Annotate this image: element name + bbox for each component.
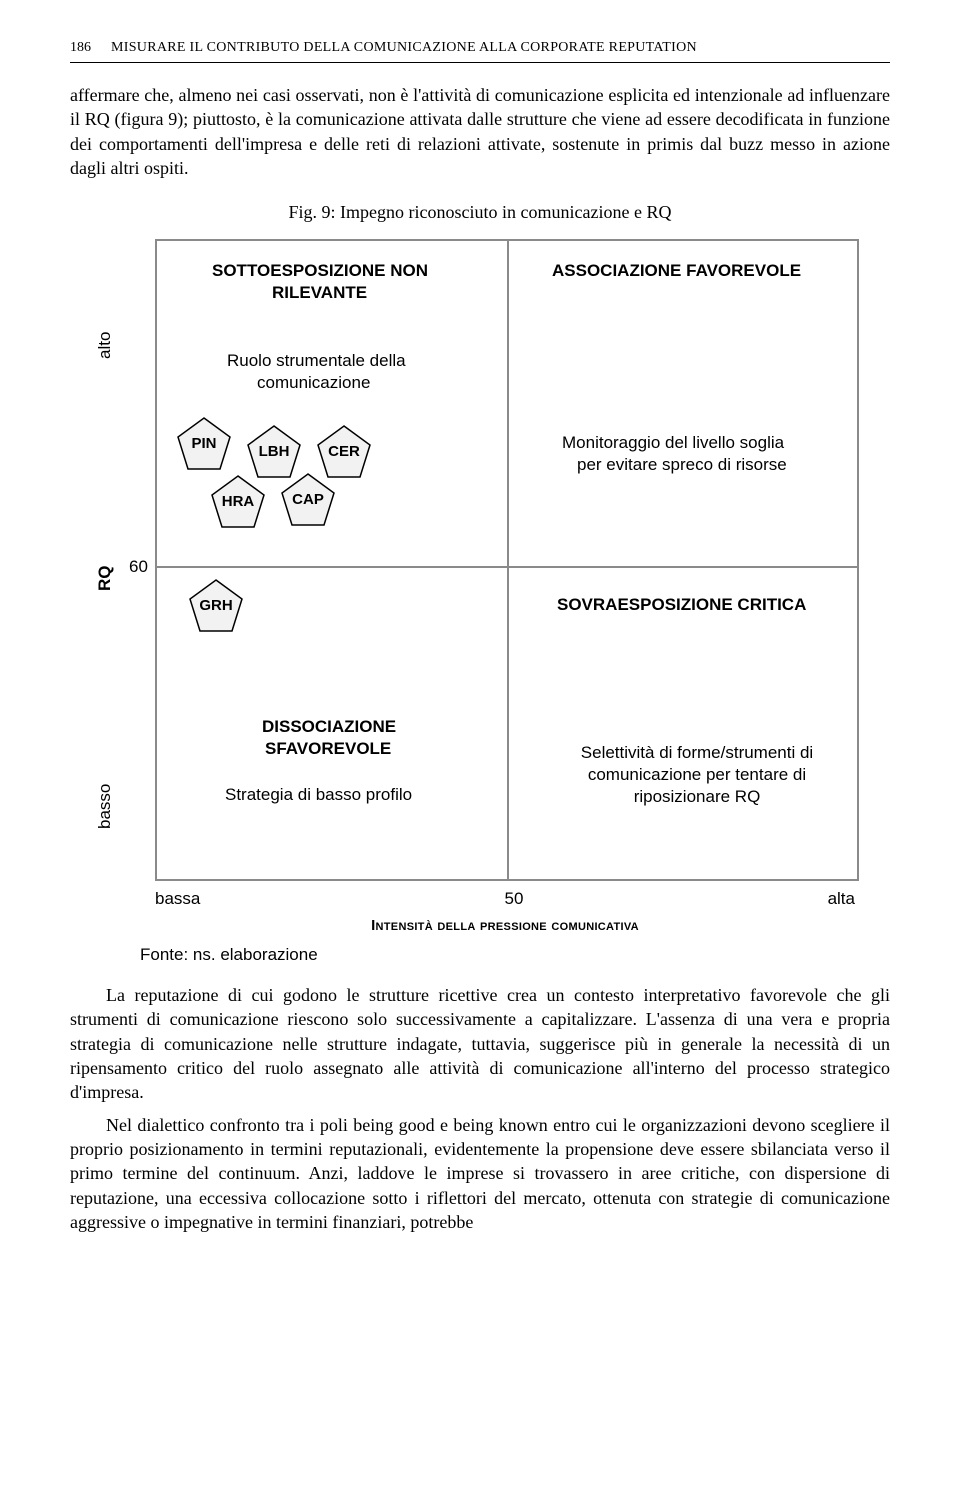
q-tl-sub-line2: comunicazione	[257, 373, 370, 393]
pentagon-cap-label: CAP	[279, 491, 337, 508]
header-rule	[70, 62, 890, 63]
q-br-title: SOVRAESPOSIZIONE CRITICA	[557, 595, 806, 615]
q-tr-sub-line2: per evitare spreco di risorse	[577, 455, 787, 475]
y-axis-label-rq: RQ	[95, 566, 115, 592]
y-axis-label-basso: basso	[95, 784, 115, 829]
x-axis-caption: Intensità della pressione comunicativa	[155, 917, 855, 934]
x-axis-left: bassa	[155, 889, 200, 909]
y-axis-label-alto: alto	[95, 332, 115, 359]
x-axis-mid: 50	[505, 889, 524, 909]
q-bl-title-line1: DISSOCIAZIONE	[262, 717, 396, 737]
pentagon-grh-label: GRH	[187, 597, 245, 614]
q-bl-title-line2: SFAVOREVOLE	[265, 739, 391, 759]
pentagon-hra-label: HRA	[209, 493, 267, 510]
q-tl-title-line1: SOTTOESPOSIZIONE NON	[212, 261, 428, 281]
q-tr-title: ASSOCIAZIONE FAVOREVOLE	[552, 261, 801, 281]
plot-mid-vertical	[507, 239, 509, 879]
page: 186 MISURARE IL CONTRIBUTO DELLA COMUNIC…	[0, 0, 960, 1282]
q-br-sub-line3: riposizionare RQ	[552, 787, 842, 807]
figure-caption: Fig. 9: Impegno riconosciuto in comunica…	[70, 202, 890, 223]
q-tr-sub-line1: Monitoraggio del livello soglia	[562, 433, 784, 453]
y-axis-tick-60: 60	[129, 557, 148, 577]
q-br-sub-line1: Selettività di forme/strumenti di	[552, 743, 842, 763]
page-number: 186	[70, 40, 91, 56]
q-tl-title-line2: RILEVANTE	[272, 283, 367, 303]
paragraph-2: La reputazione di cui godono le struttur…	[70, 983, 890, 1104]
pentagon-cap: CAP	[279, 471, 337, 529]
figure-9-diagram: alto RQ basso 60 SOTTOESPOSIZIONE NON RI…	[95, 239, 865, 939]
pentagon-pin-label: PIN	[175, 435, 233, 452]
q-tl-sub-line1: Ruolo strumentale della	[227, 351, 406, 371]
pentagon-hra: HRA	[209, 473, 267, 531]
q-br-sub-line2: comunicazione per tentare di	[552, 765, 842, 785]
pentagon-lbh-label: LBH	[245, 443, 303, 460]
q-bl-sub: Strategia di basso profilo	[225, 785, 412, 805]
figure-source: Fonte: ns. elaborazione	[140, 945, 890, 965]
paragraph-1: affermare che, almeno nei casi osservati…	[70, 83, 890, 180]
plot-frame: SOTTOESPOSIZIONE NON RILEVANTE Ruolo str…	[155, 239, 859, 881]
pentagon-pin: PIN	[175, 415, 233, 473]
x-axis-right: alta	[828, 889, 855, 909]
paragraph-3: Nel dialettico confronto tra i poli bein…	[70, 1113, 890, 1234]
pentagon-grh: GRH	[187, 577, 245, 635]
running-title: MISURARE IL CONTRIBUTO DELLA COMUNICAZIO…	[111, 40, 890, 56]
running-head: 186 MISURARE IL CONTRIBUTO DELLA COMUNIC…	[70, 40, 890, 56]
x-axis: bassa 50 alta	[155, 889, 855, 909]
pentagon-cer-label: CER	[315, 443, 373, 460]
